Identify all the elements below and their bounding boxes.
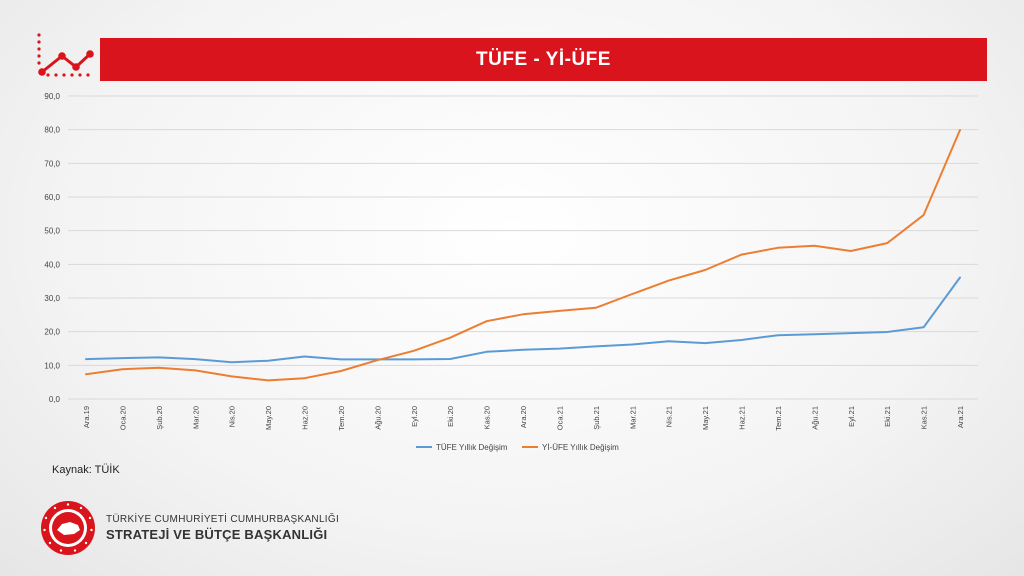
x-tick-label: Şub.20 — [155, 406, 164, 430]
x-tick-label: Ağu.21 — [810, 406, 819, 430]
chart-title: TÜFE - Yİ-ÜFE — [476, 48, 611, 70]
x-tick-label: Kas.21 — [920, 406, 929, 429]
x-tick-label: Tem.21 — [774, 406, 783, 431]
title-banner: TÜFE - Yİ-ÜFE — [100, 38, 987, 81]
y-tick-label: 80,0 — [44, 126, 60, 135]
org-name-line1: TÜRKİYE CUMHURİYETİ CUMHURBAŞKANLIĞI — [106, 514, 340, 525]
series-line-tufe — [85, 276, 961, 364]
presidency-seal-icon — [41, 501, 95, 555]
x-tick-label: Nis.21 — [665, 406, 674, 427]
y-tick-label: 10,0 — [44, 361, 60, 370]
x-tick-label: Tem.20 — [337, 406, 346, 431]
x-tick-label: Ara.21 — [956, 406, 965, 428]
x-tick-label: Nis.20 — [228, 406, 237, 427]
legend-label: TÜFE Yıllık Değişim — [436, 443, 508, 452]
y-tick-label: 60,0 — [44, 193, 60, 202]
x-tick-label: Ara.19 — [82, 406, 91, 428]
organization-logo: TÜRKİYE CUMHURİYETİ CUMHURBAŞKANLIĞI STR… — [40, 500, 339, 556]
y-tick-label: 70,0 — [44, 159, 60, 168]
x-tick-label: Mar.21 — [628, 406, 637, 429]
x-tick-label: Oca.20 — [118, 406, 127, 430]
x-tick-label: May.21 — [701, 406, 710, 430]
x-tick-label: Mar.20 — [191, 406, 200, 429]
x-tick-label: Eki.20 — [446, 406, 455, 427]
x-tick-label: Eyl.20 — [410, 406, 419, 427]
source-note: Kaynak: TÜİK — [52, 464, 120, 476]
org-name-line2: STRATEJİ VE BÜTÇE BAŞKANLIĞI — [106, 527, 328, 542]
y-tick-label: 20,0 — [44, 328, 60, 337]
x-tick-label: Ağu.20 — [373, 406, 382, 430]
y-tick-label: 40,0 — [44, 260, 60, 269]
legend-label: Yİ-ÜFE Yıllık Değişim — [542, 443, 619, 452]
x-tick-label: May.20 — [264, 406, 273, 430]
x-tick-label: Oca.21 — [555, 406, 564, 430]
x-tick-label: Şub.21 — [592, 406, 601, 430]
x-tick-label: Kas.20 — [483, 406, 492, 429]
x-tick-label: Haz.20 — [301, 406, 310, 430]
y-tick-label: 90,0 — [44, 92, 60, 101]
series-line-yiufe — [85, 129, 961, 382]
line-chart-icon — [37, 33, 94, 77]
x-tick-label: Ara.20 — [519, 406, 528, 428]
x-tick-label: Eyl.21 — [847, 406, 856, 427]
x-tick-label: Haz.21 — [738, 406, 747, 430]
x-tick-label: Eki.21 — [883, 406, 892, 427]
y-tick-label: 0,0 — [49, 395, 61, 404]
y-tick-label: 30,0 — [44, 294, 60, 303]
y-tick-label: 50,0 — [44, 227, 60, 236]
